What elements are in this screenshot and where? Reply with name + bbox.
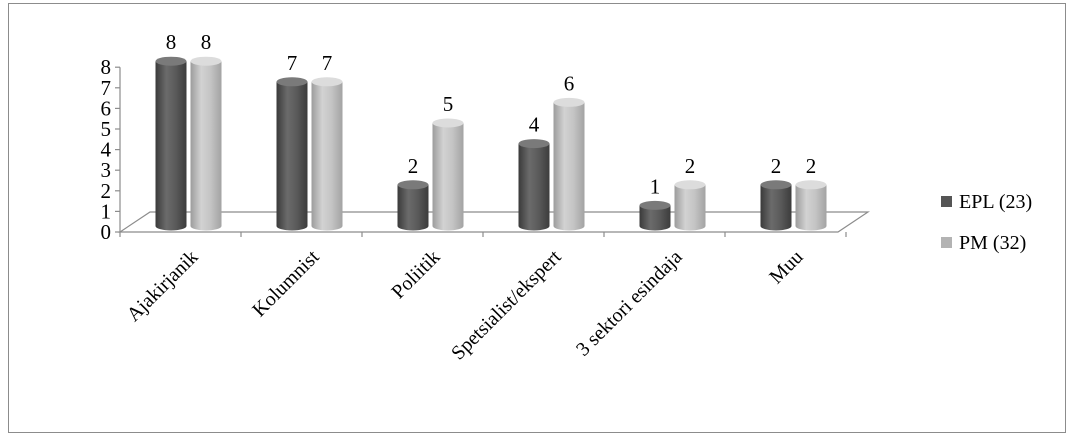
data-label: 7 (287, 51, 298, 75)
data-label: 8 (201, 30, 212, 54)
bar-top (276, 77, 308, 87)
y-tick-label: 1 (101, 199, 112, 223)
y-tick-label: 4 (101, 138, 112, 162)
bar-body (553, 102, 585, 231)
bar-top (795, 180, 827, 190)
bar-epl-1 (276, 77, 308, 231)
bar-top (311, 77, 343, 87)
bar-pm-5 (795, 180, 827, 231)
data-label: 2 (408, 154, 419, 178)
legend-label: PM (32) (959, 232, 1026, 254)
bar-epl-2 (397, 180, 429, 231)
data-label: 2 (771, 154, 782, 178)
bar-top (518, 139, 550, 149)
y-tick-label: 8 (101, 55, 112, 79)
data-label: 1 (650, 174, 661, 198)
bar-body (795, 184, 827, 231)
y-tick-label: 3 (101, 158, 112, 182)
bar-top (553, 97, 585, 107)
bar-body (518, 143, 550, 231)
data-label: 2 (806, 154, 817, 178)
data-label: 4 (529, 113, 540, 137)
bar-top (760, 180, 792, 190)
legend: EPL (23) PM (32) (941, 191, 1032, 254)
data-label: 5 (443, 92, 454, 116)
bar-pm-3 (553, 97, 585, 231)
bar-pm-1 (311, 77, 343, 231)
bar-epl-5 (760, 180, 792, 231)
bars-layer (155, 56, 827, 231)
bar-epl-4 (639, 200, 671, 231)
floor-plane (118, 211, 870, 233)
bar-pm-2 (432, 118, 464, 231)
y-tick-label: 5 (101, 117, 112, 141)
legend-swatch (941, 237, 952, 248)
legend-item: PM (32) (941, 232, 1026, 254)
legend-label: EPL (23) (959, 191, 1032, 213)
bar-body (397, 184, 429, 231)
bar-top (397, 180, 429, 190)
bar-top (432, 118, 464, 128)
y-tick-label: 0 (101, 220, 112, 244)
bar-epl-0 (155, 56, 187, 231)
legend-item: EPL (23) (941, 191, 1032, 213)
bar-body (276, 81, 308, 231)
bar-top (190, 56, 222, 66)
bar-body (760, 184, 792, 231)
y-tick-label: 7 (101, 76, 112, 100)
data-label: 8 (166, 30, 177, 54)
data-label: 2 (685, 154, 696, 178)
bar-pm-4 (674, 180, 706, 231)
bar-body (311, 81, 343, 231)
bar-body (432, 123, 464, 231)
bar-top (639, 200, 671, 210)
data-label: 6 (564, 71, 575, 95)
y-tick-label: 2 (101, 179, 112, 203)
bar-epl-3 (518, 139, 550, 231)
chart-floor (118, 211, 870, 233)
bar-top (674, 180, 706, 190)
bar-pm-0 (190, 56, 222, 231)
bar-body (674, 184, 706, 231)
data-label: 7 (322, 51, 333, 75)
bar-body (639, 205, 671, 231)
bar-top (155, 56, 187, 66)
bar-body (155, 61, 187, 231)
legend-swatch (941, 196, 952, 207)
bar-body (190, 61, 222, 231)
y-tick-label: 6 (101, 96, 112, 120)
